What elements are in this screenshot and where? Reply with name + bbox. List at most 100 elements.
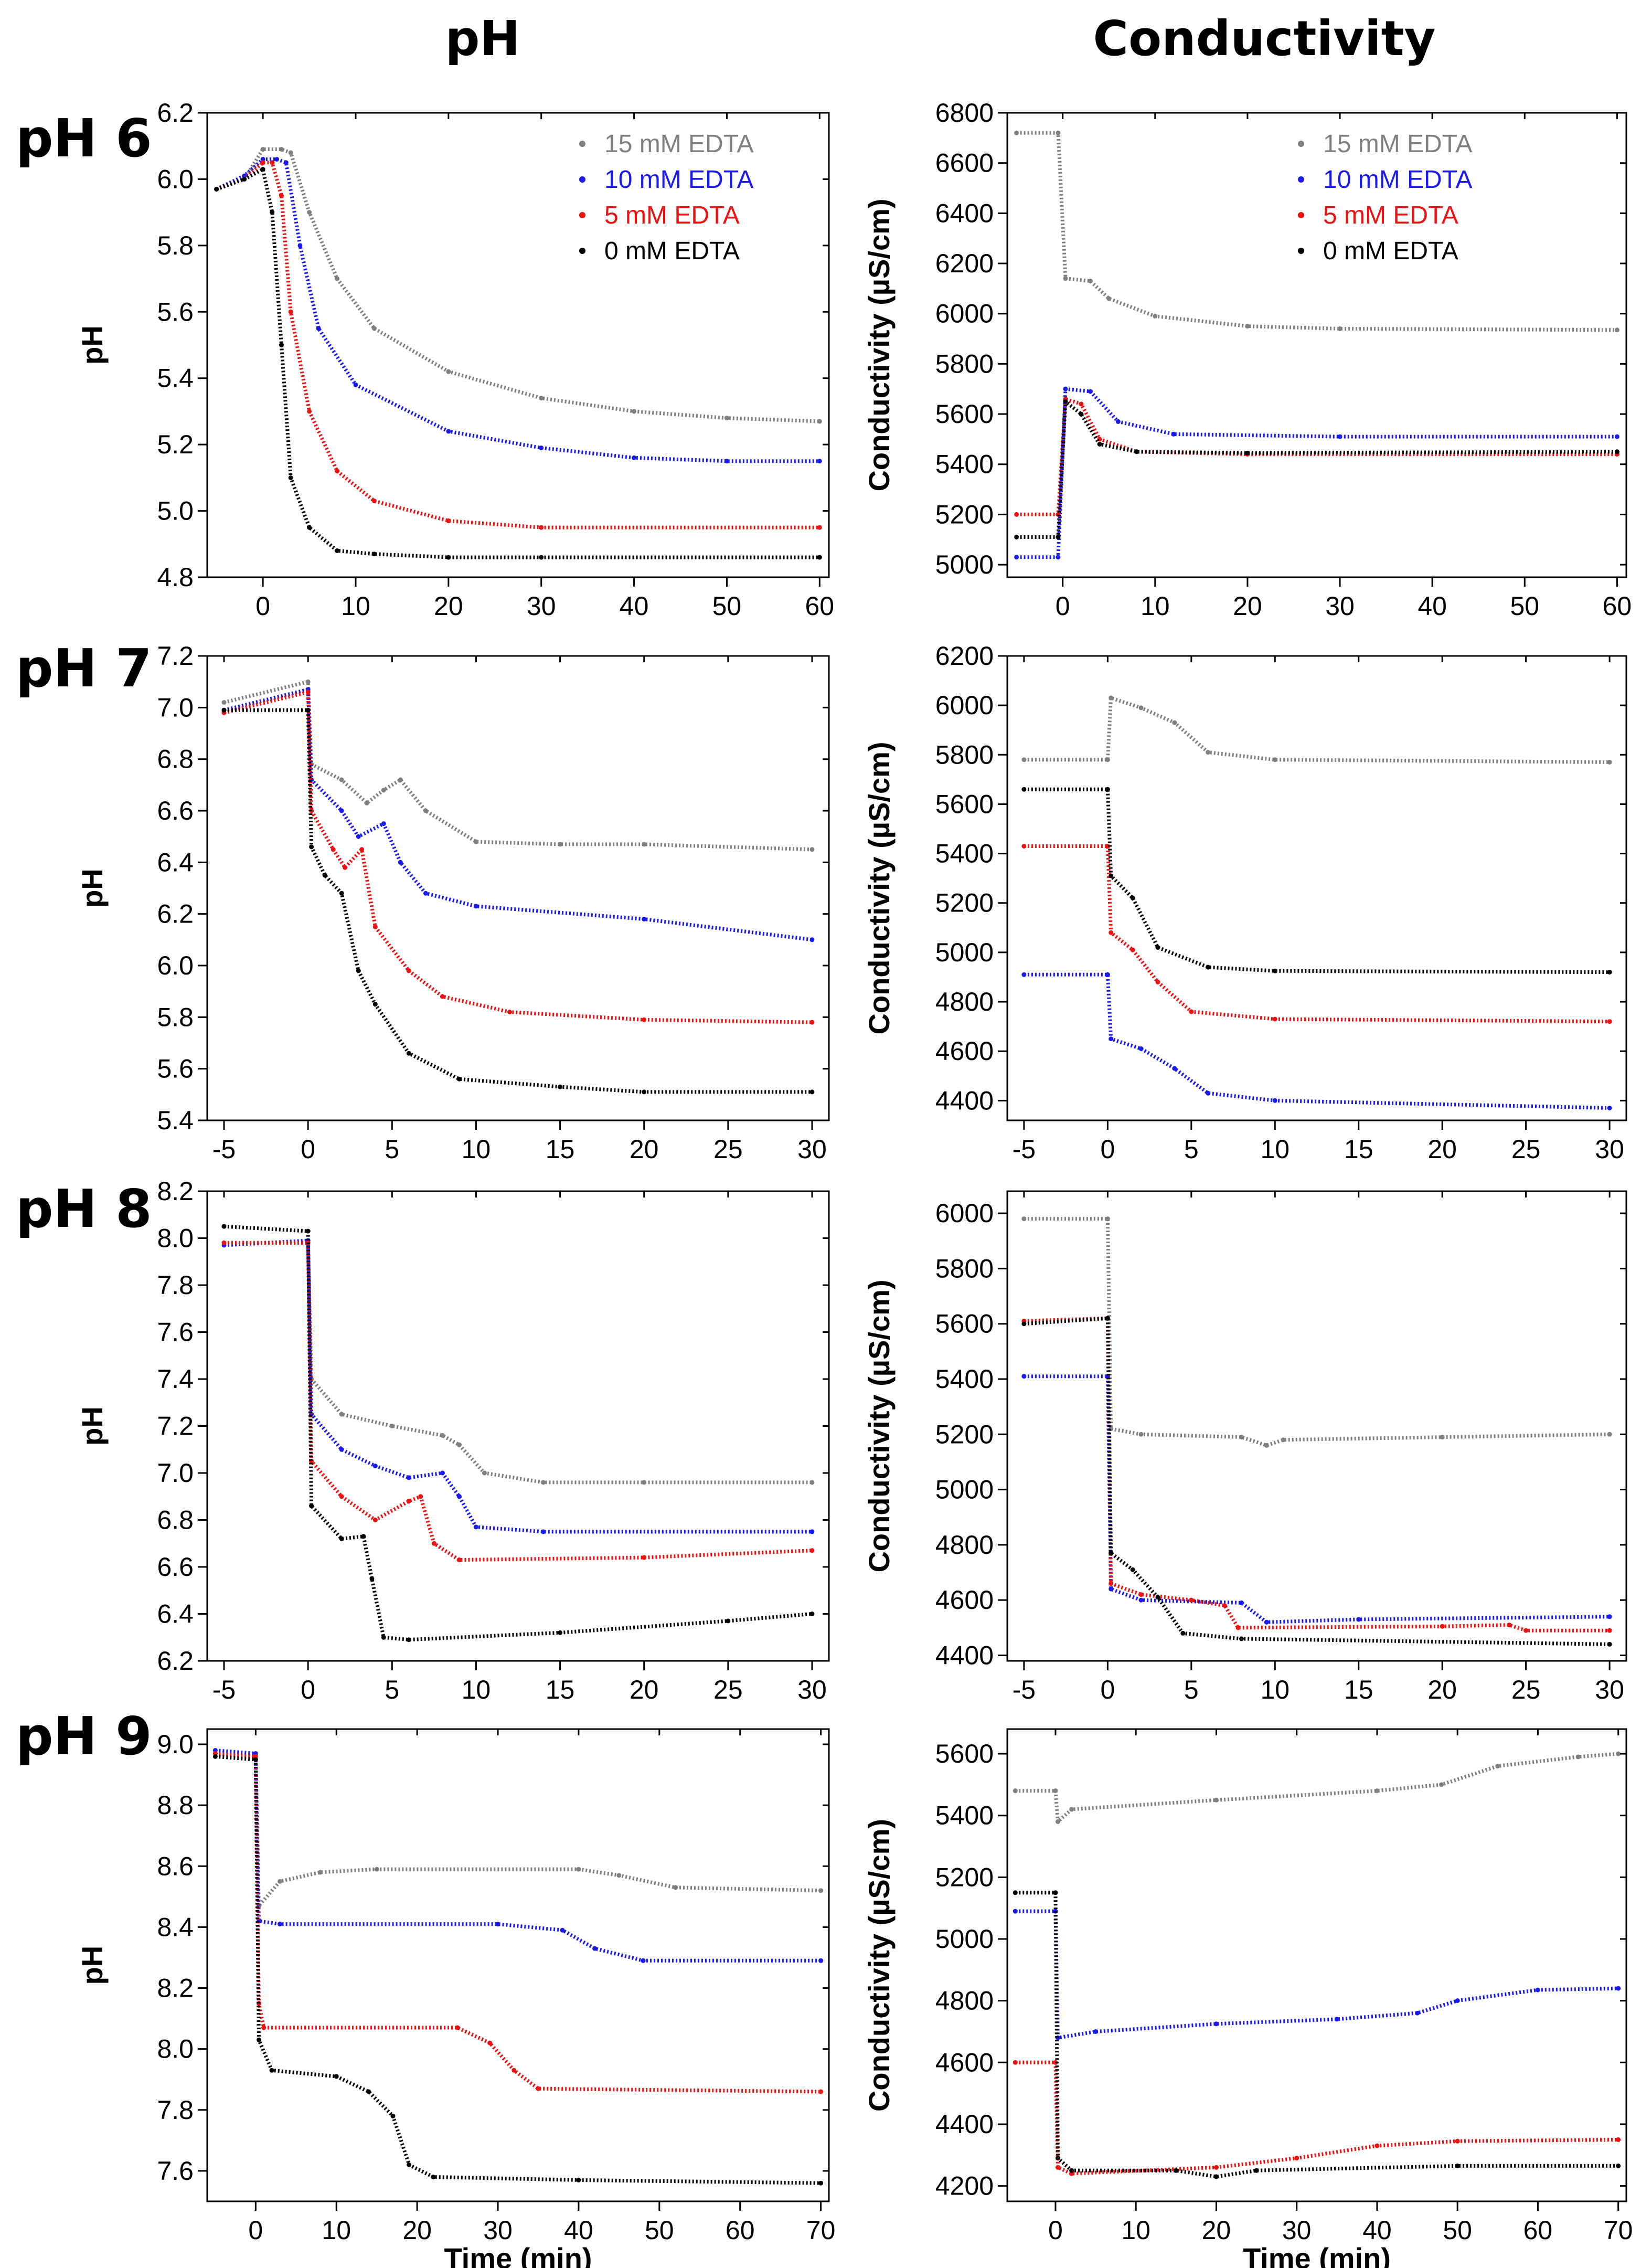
data-point-cond9-3-2 [1056, 2156, 1060, 2161]
data-point-cond9-3-5 [1213, 2174, 1219, 2179]
y-tick-label-ph6: 5.8 [157, 231, 194, 260]
x-tick-label-ph8: 25 [713, 1675, 743, 1704]
row-label-ph8: pH 8 [16, 1178, 152, 1239]
series-line-ph7-3 [224, 708, 812, 1094]
data-point-ph8-1-5 [406, 1475, 411, 1480]
y-tick-label-cond8: 6000 [935, 1199, 994, 1228]
series-line-cond7-3 [1024, 787, 1610, 974]
data-point-cond6-0-3 [1088, 279, 1093, 283]
data-point-cond7-0-3 [1138, 705, 1144, 711]
y-tick-label-cond6: 5000 [935, 550, 994, 579]
data-point-ph6-3-4 [279, 343, 284, 347]
y-tick-label-ph7: 6.2 [157, 899, 194, 929]
data-point-ph6-1-10 [632, 455, 637, 460]
data-point-cond7-2-1 [1105, 844, 1110, 849]
y-tick-label-cond7: 5400 [935, 839, 994, 868]
y-tick-label-cond6: 5400 [935, 450, 994, 479]
conductivity-column-title: Conductivity [1093, 10, 1436, 67]
data-point-cond9-0-2 [1056, 1819, 1060, 1824]
data-point-ph6-2-3 [270, 160, 275, 165]
data-point-ph8-2-5 [406, 1499, 411, 1504]
data-point-cond9-1-7 [1455, 1998, 1460, 2004]
data-point-cond8-0-3 [1138, 1432, 1144, 1437]
data-point-ph6-2-10 [539, 525, 544, 530]
data-point-ph8-1-4 [372, 1464, 378, 1469]
data-point-ph6-2-5 [288, 309, 293, 314]
series-line-cond6-3 [1016, 399, 1617, 539]
data-point-cond6-0-5 [1153, 314, 1158, 319]
data-point-ph7-2-6 [372, 924, 378, 929]
data-point-cond9-0-5 [1374, 1788, 1380, 1794]
data-point-ph8-0-10 [809, 1480, 815, 1485]
x-tick-label-ph8: 30 [797, 1675, 827, 1704]
data-point-cond7-1-3 [1138, 1046, 1144, 1051]
data-point-ph7-2-5 [359, 847, 365, 852]
data-point-ph6-1-9 [539, 446, 544, 450]
data-point-ph8-1-10 [809, 1529, 815, 1534]
x-tick-label-cond7: 0 [1100, 1135, 1115, 1164]
y-tick-label-cond6: 5200 [935, 500, 994, 529]
y-tick-label-ph8: 6.4 [157, 1599, 194, 1629]
data-point-ph7-0-3 [339, 777, 344, 782]
data-point-ph9-3-6 [390, 2113, 396, 2118]
chart-ph9: 0 10 20 30 40 50 60 70 7.6 7.8 8.0 8.2 8.4 8.6 8.8 9.0 p… [76, 1728, 835, 2268]
data-point-ph8-2-7 [431, 1541, 436, 1546]
y-tick-label-ph8: 6.6 [157, 1552, 194, 1582]
x-tick-label-ph7: 20 [630, 1135, 659, 1164]
x-tick-label-cond9: 0 [1048, 2216, 1063, 2245]
data-point-cond6-0-1 [1056, 130, 1061, 135]
data-point-cond9-0-6 [1439, 1782, 1444, 1787]
y-tick-label-cond7: 6000 [935, 691, 994, 720]
x-tick-label-cond6: 50 [1510, 591, 1539, 621]
data-point-cond9-3-4 [1174, 2168, 1179, 2173]
plot-frame-cond8 [1006, 1190, 1627, 1662]
data-point-cond9-2-2 [1056, 2165, 1060, 2170]
data-point-cond8-2-10 [1607, 1628, 1612, 1633]
x-tick-label-ph7: 25 [713, 1135, 743, 1164]
y-tick-label-ph6: 6.0 [157, 164, 194, 194]
data-point-cond6-0-8 [1614, 327, 1619, 333]
x-tick-label-cond7: 20 [1427, 1135, 1457, 1164]
y-tick-label-ph6: 4.8 [157, 563, 194, 592]
x-tick-label-cond7: 5 [1184, 1135, 1199, 1164]
data-point-cond6-0-4 [1106, 296, 1112, 301]
data-point-ph6-0-10 [632, 409, 637, 414]
data-point-cond6-0-7 [1337, 326, 1342, 331]
data-point-cond9-0-9 [1616, 1751, 1621, 1756]
series-line-ph9-3 [215, 1754, 821, 2185]
data-point-cond8-1-2 [1109, 1586, 1114, 1592]
data-point-cond9-3-1 [1053, 1890, 1058, 1895]
data-point-cond9-2-4 [1213, 2165, 1219, 2170]
y-tick-label-cond8: 5400 [935, 1364, 994, 1394]
x-tick-label-cond8: 25 [1511, 1675, 1541, 1704]
y-tick-label-cond9: 4400 [935, 2110, 994, 2139]
data-point-ph7-0-10 [642, 842, 647, 847]
y-tick-label-ph8: 7.2 [157, 1412, 194, 1441]
data-point-ph8-3-2 [309, 1503, 314, 1509]
x-tick-label-ph9: 0 [248, 2216, 263, 2245]
data-point-ph6-3-1 [242, 176, 247, 182]
data-point-cond9-1-8 [1535, 1987, 1540, 1993]
data-point-ph7-0-6 [398, 777, 403, 782]
y-tick-label-ph6: 5.2 [157, 430, 194, 459]
data-point-ph7-2-8 [440, 994, 445, 999]
y-tick-label-cond6: 6200 [935, 249, 994, 278]
data-point-ph7-0-1 [305, 679, 311, 684]
x-tick-label-ph9: 60 [726, 2216, 755, 2245]
y-axis-label-cond7: Conductivity (µS/cm) [862, 741, 896, 1034]
data-point-ph6-0-3 [279, 147, 284, 152]
x-axis-label-ph9: Time (min) [444, 2242, 592, 2268]
data-point-cond7-0-2 [1109, 695, 1114, 701]
data-point-ph7-1-4 [356, 834, 361, 839]
legend-marker-ph6-0 [579, 141, 585, 147]
data-point-cond7-3-2 [1109, 873, 1114, 878]
data-point-cond7-0-5 [1206, 750, 1211, 755]
series-line-ph8-1 [223, 1238, 812, 1534]
x-tick-label-cond7: 10 [1260, 1135, 1290, 1164]
plot-frame-ph9 [206, 1728, 830, 2202]
data-point-cond6-1-1 [1056, 555, 1061, 560]
data-point-ph7-3-8 [456, 1076, 462, 1082]
data-point-ph7-1-9 [642, 917, 647, 921]
data-point-cond8-1-7 [1607, 1614, 1612, 1619]
data-point-cond7-0-6 [1272, 757, 1277, 762]
